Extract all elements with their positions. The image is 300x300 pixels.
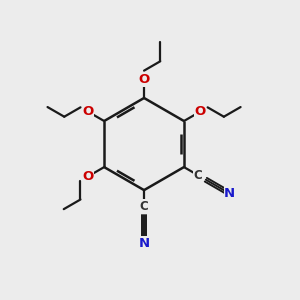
Text: O: O	[82, 170, 94, 183]
Text: N: N	[224, 187, 235, 200]
Text: C: C	[140, 200, 148, 213]
Text: O: O	[82, 105, 94, 118]
Text: N: N	[139, 236, 150, 250]
Text: O: O	[194, 105, 206, 118]
Text: C: C	[194, 169, 203, 182]
Text: O: O	[138, 73, 150, 86]
